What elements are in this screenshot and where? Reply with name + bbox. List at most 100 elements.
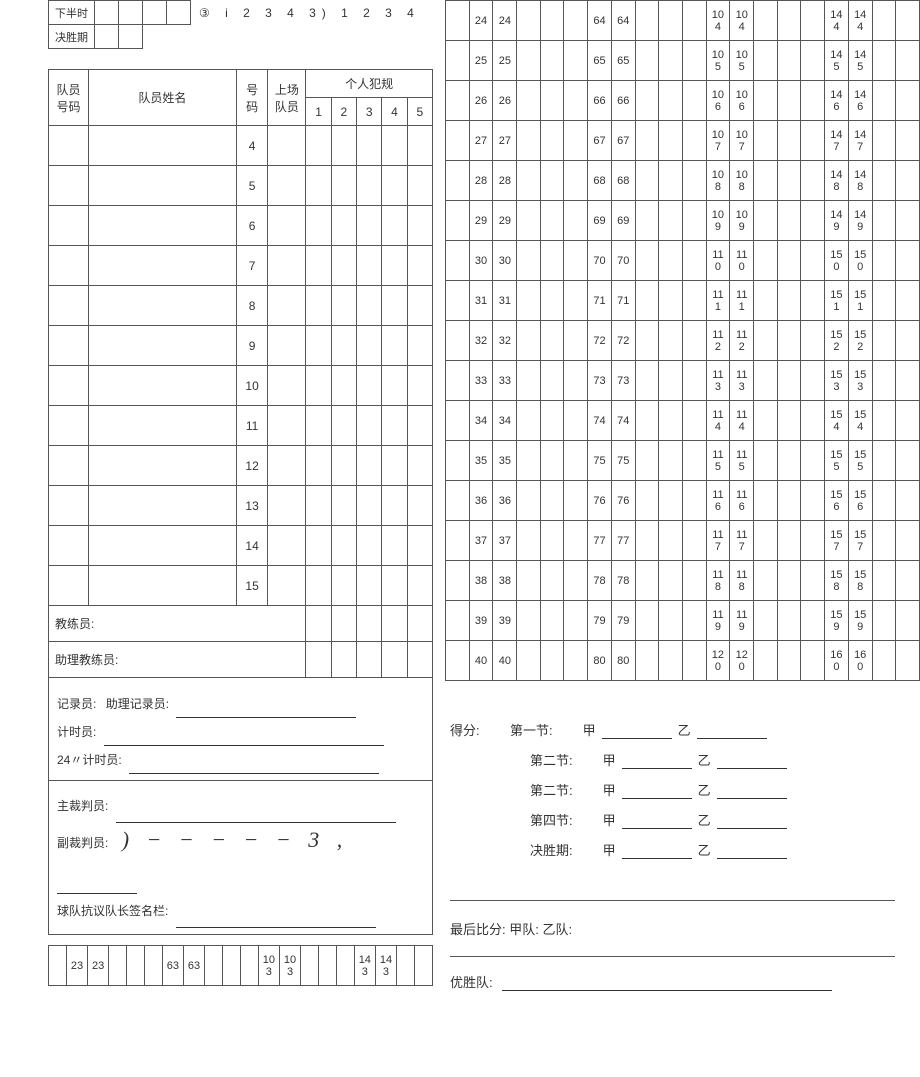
score-title: 得分: [450,723,480,738]
score-cell: 148 [848,161,872,201]
score-cell: 64 [611,1,635,41]
score-cell: 25 [469,41,493,81]
score-cell: 110 [730,241,754,281]
team-a-label: 甲 [603,753,616,768]
score-cell: 31 [493,281,517,321]
team-a-underline [602,725,672,739]
score-cell: 36 [469,481,493,521]
score-cell: 111 [706,281,730,321]
score-cell: 34 [493,401,517,441]
score-cell: 120 [706,641,730,681]
roster-number-cell: 13 [236,486,268,526]
final-score-line: 最后比分: 甲队: 乙队: [450,900,895,957]
period-line: 第一节:甲乙 [510,720,767,739]
score-cell: 145 [824,41,848,81]
score-cell: 79 [588,601,612,641]
score-cell: 74 [588,401,612,441]
timeout-table: 下半时 ③ i 2 3 4 3) 1 2 3 4 决胜期 [48,0,433,49]
team-b-underline [717,815,787,829]
bottom-strip-cell: 143 [354,946,375,986]
score-cell: 24 [469,1,493,41]
score-row: 29296969109109149149 [446,201,920,241]
score-cell: 114 [730,401,754,441]
timer-line: 计时员: [57,718,424,746]
winner-underline [502,977,832,991]
score-cell: 37 [493,521,517,561]
score-cell: 118 [706,561,730,601]
roster-row: 13 [49,486,433,526]
score-cell: 107 [730,121,754,161]
score-cell: 106 [706,81,730,121]
team-b-underline [717,845,787,859]
team-b-underline [717,785,787,799]
score-cell: 117 [706,521,730,561]
roster-row: 4 [49,126,433,166]
score-cell: 151 [848,281,872,321]
team-b-label: 乙 [678,723,691,738]
score-cell: 39 [469,601,493,641]
period-line: 决胜期:甲乙 [530,840,787,859]
score-cell: 116 [706,481,730,521]
score-row: 30307070110110150150 [446,241,920,281]
protest-underline [176,914,376,928]
asst-ref-underline [57,880,137,894]
team-a-underline [622,755,692,769]
roster-number-cell: 5 [236,166,268,206]
score-cell: 65 [588,41,612,81]
score-cell: 113 [706,361,730,401]
protest-label: 球队抗议队长签名栏: [57,904,168,918]
scorer-label: 记录员: [57,697,96,711]
roster-number-cell: 15 [236,566,268,606]
score-cell: 76 [611,481,635,521]
hdr-foul-1: 1 [306,98,331,126]
score-cell: 67 [588,121,612,161]
roster-row: 14 [49,526,433,566]
score-cell: 113 [730,361,754,401]
team-a-label: 甲 [603,783,616,798]
score-cell: 71 [611,281,635,321]
score-cell: 35 [469,441,493,481]
score-cell: 76 [588,481,612,521]
team-a-underline [622,845,692,859]
scorer-line: 记录员: 助理记录员: [57,690,424,718]
score-cell: 110 [706,241,730,281]
score-cell: 78 [611,561,635,601]
score-row: 24246464104104144144 [446,1,920,41]
score-cell: 116 [730,481,754,521]
roster-number-cell: 8 [236,286,268,326]
period-label: 第二节: [530,753,573,768]
team-b-underline [697,725,767,739]
score-row: 27276767107107147147 [446,121,920,161]
period-label: 第一节: [510,723,553,738]
roster-number-cell: 10 [236,366,268,406]
score-cell: 79 [611,601,635,641]
score-cell: 118 [730,561,754,601]
protest-line: 球队抗议队长签名栏: [57,894,424,928]
period-line: 第二节:甲乙 [530,780,787,799]
score-cell: 69 [611,201,635,241]
score-cell: 70 [588,241,612,281]
head-ref-label: 主裁判员: [57,799,108,813]
score-cell: 146 [824,81,848,121]
score-cell: 68 [588,161,612,201]
shot24-label: 24〃计时员: [57,753,122,767]
roster-number-cell: 14 [236,526,268,566]
score-cell: 158 [824,561,848,601]
team-a-underline [622,815,692,829]
score-cell: 152 [848,321,872,361]
score-cell: 119 [706,601,730,641]
score-cell: 159 [824,601,848,641]
score-row: 25256565105105145145 [446,41,920,81]
score-cell: 149 [848,201,872,241]
roster-row: 11 [49,406,433,446]
score-cell: 115 [730,441,754,481]
score-cell: 75 [611,441,635,481]
score-cell: 40 [469,641,493,681]
score-cell: 117 [730,521,754,561]
score-cell: 29 [469,201,493,241]
timer-label: 计时员: [57,725,96,739]
score-cell: 27 [493,121,517,161]
score-cell: 80 [611,641,635,681]
officials-block: 记录员: 助理记录员: 计时员: 24〃计时员: [48,678,433,781]
score-cell: 104 [706,1,730,41]
